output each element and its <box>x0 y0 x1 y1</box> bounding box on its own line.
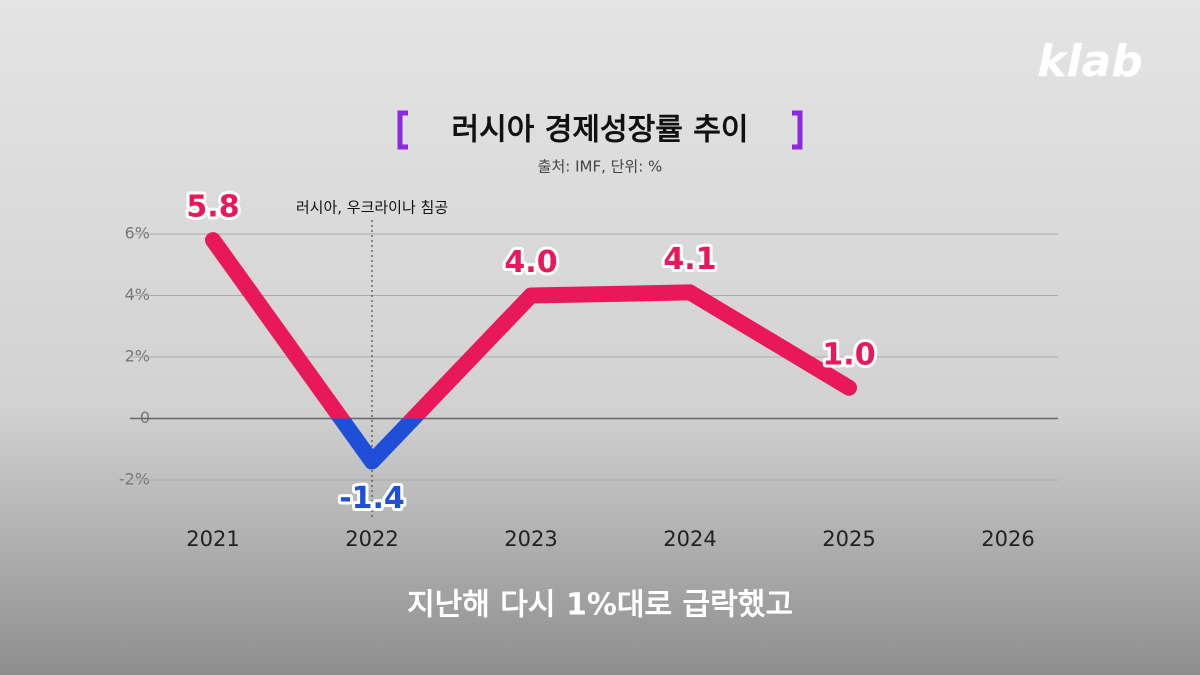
x-tick-label: 2023 <box>504 527 557 551</box>
y-tick-label: -2% <box>119 470 150 489</box>
x-tick-label: 2024 <box>663 527 716 551</box>
value-label: 5.8 <box>186 190 239 225</box>
x-tick-label: 2025 <box>822 527 875 551</box>
chart-title: 러시아 경제성장률 추이 <box>452 113 749 148</box>
annotation: 러시아, 우크라이나 침공 <box>296 199 448 217</box>
x-tick-label: 2026 <box>981 527 1034 551</box>
line <box>205 232 857 470</box>
y-tick-label: 4% <box>125 285 150 304</box>
x-tick-label: 2021 <box>186 527 239 551</box>
value-label: 1.0 <box>822 337 875 372</box>
y-tick-label: 2% <box>125 347 150 366</box>
value-label: 4.0 <box>504 245 557 280</box>
title-bracket <box>792 110 803 150</box>
chart-subtitle: 출처: IMF, 단위: % <box>538 158 663 176</box>
logo: klab <box>1037 36 1143 87</box>
y-tick-label: 6% <box>125 224 150 243</box>
value-label: -1.4 <box>339 481 405 516</box>
caption: 지난해 다시 1%대로 급락했고 <box>407 588 793 623</box>
title-bracket <box>397 110 408 150</box>
y-tick-label: 0 <box>140 408 150 427</box>
value-label: 4.1 <box>663 242 716 277</box>
x-tick-label: 2022 <box>345 527 398 551</box>
